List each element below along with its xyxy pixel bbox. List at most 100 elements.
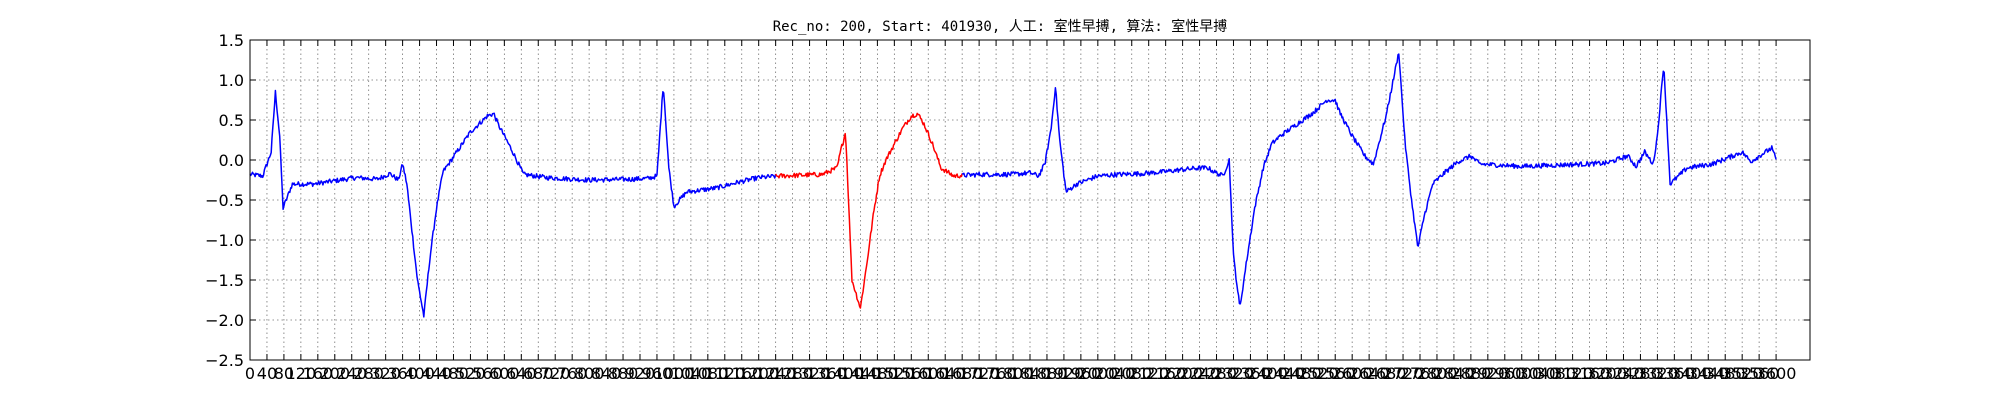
x-tick-label: 920 <box>625 364 656 383</box>
x-tick-label: 3400 <box>1671 364 1712 383</box>
x-tick-label: 3440 <box>1688 364 1729 383</box>
x-tick-label: 2240 <box>1179 364 1220 383</box>
x-tick-label: 2440 <box>1264 364 1305 383</box>
x-tick-label: 1120 <box>704 364 745 383</box>
x-tick-label: 240 <box>336 364 367 383</box>
x-tick-label: 3200 <box>1586 364 1627 383</box>
x-tick-label: 280 <box>353 364 384 383</box>
x-tick-label: 2160 <box>1145 364 1186 383</box>
x-tick-label: 2960 <box>1484 364 1525 383</box>
x-tick-label: 2360 <box>1230 364 1271 383</box>
x-tick-label: 2560 <box>1315 364 1356 383</box>
x-tick-label: 800 <box>574 364 605 383</box>
x-tick-label: 2760 <box>1400 364 1441 383</box>
x-tick-label: 1800 <box>993 364 1034 383</box>
x-tick-label: 1640 <box>925 364 966 383</box>
x-tick-label: 2840 <box>1434 364 1475 383</box>
x-tick-label: 520 <box>455 364 486 383</box>
x-tick-label: 1400 <box>823 364 864 383</box>
y-tick-label: −2.5 <box>205 351 244 370</box>
x-tick-label: 1920 <box>1044 364 1085 383</box>
x-tick-label: 2920 <box>1467 364 1508 383</box>
x-tick-label: 120 <box>286 364 317 383</box>
x-tick-label: 400 <box>404 364 435 383</box>
x-tick-label: 3160 <box>1569 364 1610 383</box>
x-tick-label: 960 <box>642 364 673 383</box>
x-tick-label: 1440 <box>840 364 881 383</box>
plot-frame <box>249 39 1811 361</box>
x-tick-label: 2200 <box>1162 364 1203 383</box>
x-tick-label: 720 <box>540 364 571 383</box>
y-tick-label: −2.0 <box>205 311 244 330</box>
x-tick-label: 80 <box>274 364 294 383</box>
x-tick-label: 3560 <box>1739 364 1780 383</box>
x-tick-label: 1560 <box>891 364 932 383</box>
x-tick-label: 3040 <box>1518 364 1559 383</box>
x-tick-label: 1720 <box>959 364 1000 383</box>
ecg-trace-normal <box>961 53 1777 305</box>
x-tick-label: 2400 <box>1247 364 1288 383</box>
x-tick-label: 1200 <box>738 364 779 383</box>
x-tick-label: 0 <box>245 364 255 383</box>
y-tick-label: −0.5 <box>205 191 244 210</box>
x-tick-label: 1280 <box>772 364 813 383</box>
x-tick-label: 1240 <box>755 364 796 383</box>
x-tick-label: 680 <box>523 364 554 383</box>
x-tick-label: 840 <box>591 364 622 383</box>
x-tick-label: 3120 <box>1552 364 1593 383</box>
x-tick-label: 3480 <box>1705 364 1746 383</box>
x-tick-label: 1160 <box>721 364 762 383</box>
x-tick-label: 640 <box>506 364 537 383</box>
x-tick-label: 2800 <box>1417 364 1458 383</box>
x-tick-label: 2480 <box>1281 364 1322 383</box>
grid-lines <box>249 39 1810 361</box>
x-tick-label: 2120 <box>1128 364 1169 383</box>
x-tick-label: 880 <box>608 364 639 383</box>
x-tick-label: 1680 <box>942 364 983 383</box>
x-tick-label: 1880 <box>1027 364 1068 383</box>
x-tick-label: 3600 <box>1756 364 1797 383</box>
x-tick-label: 3080 <box>1535 364 1576 383</box>
x-tick-label: 2720 <box>1383 364 1424 383</box>
x-tick-label: 600 <box>489 364 520 383</box>
ecg-trace-highlight <box>775 112 963 309</box>
x-tick-label: 360 <box>387 364 418 383</box>
x-tick-label: 1960 <box>1061 364 1102 383</box>
x-tick-label: 1040 <box>671 364 712 383</box>
y-tick-label: 0.5 <box>219 111 244 130</box>
x-tick-label: 3360 <box>1654 364 1695 383</box>
y-tick-label: 1.0 <box>219 71 244 90</box>
x-tick-label: 3520 <box>1722 364 1763 383</box>
x-tick-label: 40 <box>257 364 277 383</box>
x-tick-label: 1080 <box>687 364 728 383</box>
x-tick-label: 2600 <box>1332 364 1373 383</box>
x-tick-label: 440 <box>421 364 452 383</box>
x-tick-label: 2880 <box>1451 364 1492 383</box>
x-tick-label: 760 <box>557 364 588 383</box>
x-tick-label: 2320 <box>1213 364 1254 383</box>
x-tick-label: 480 <box>438 364 469 383</box>
x-tick-label: 2000 <box>1077 364 1118 383</box>
x-tick-label: 1320 <box>789 364 830 383</box>
ecg-trace-normal <box>249 89 777 318</box>
ecg-traces <box>249 53 1777 318</box>
x-tick-label: 1840 <box>1010 364 1051 383</box>
y-tick-label: 0.0 <box>219 151 244 170</box>
x-tick-label: 1360 <box>806 364 847 383</box>
x-tick-label: 1600 <box>908 364 949 383</box>
x-tick-label: 560 <box>472 364 503 383</box>
x-tick-label: 3000 <box>1501 364 1542 383</box>
y-tick-label: −1.5 <box>205 271 244 290</box>
x-axis: 0 408012016020024028032036040044048052056… <box>245 40 1797 383</box>
x-tick-label: 3320 <box>1637 364 1678 383</box>
y-tick-label: 1.5 <box>219 31 244 50</box>
x-tick-label: 1520 <box>874 364 915 383</box>
x-tick-label: 2080 <box>1111 364 1152 383</box>
y-tick-label: −1.0 <box>205 231 244 250</box>
x-tick-label: 2520 <box>1298 364 1339 383</box>
x-tick-label: 2040 <box>1094 364 1135 383</box>
x-tick-label: 1480 <box>857 364 898 383</box>
x-tick-label: 1760 <box>976 364 1017 383</box>
x-tick-label: 2640 <box>1349 364 1390 383</box>
